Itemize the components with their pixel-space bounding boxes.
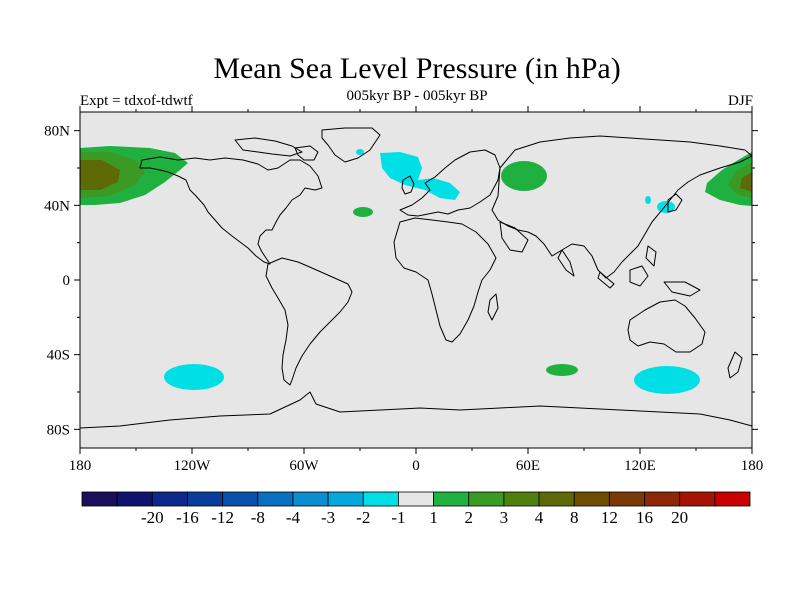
- colorbar-label: -20: [141, 508, 164, 527]
- season-label: DJF: [727, 93, 753, 109]
- colorbar-swatch: [503, 491, 540, 507]
- positive-anomaly-atlantic: [353, 207, 373, 217]
- negative-anomaly-east-asia-small: [645, 196, 651, 204]
- negative-anomaly-north-atlantic: [380, 152, 460, 200]
- negative-anomaly-greenland: [356, 149, 364, 155]
- colorbar-label: 3: [500, 508, 509, 527]
- coastline-north-america: [139, 156, 323, 265]
- colorbar-swatch: [257, 491, 294, 507]
- negative-anomaly-south-of-australia: [634, 366, 700, 394]
- colorbar-label: -1: [391, 508, 405, 527]
- colorbar-label: 2: [464, 508, 473, 527]
- anomaly-shading: [80, 146, 752, 394]
- positive-anomaly-south-indian: [546, 364, 578, 376]
- experiment-label: Expt = tdxof-tdwtf: [80, 93, 193, 109]
- coastline-africa: [393, 217, 497, 343]
- colorbar-swatch: [187, 491, 224, 507]
- coastline-british-isles: [401, 175, 415, 195]
- lat-tick-label: 80S: [47, 422, 70, 438]
- colorbar-swatch: [608, 491, 645, 507]
- colorbar-label: 16: [636, 508, 653, 527]
- colorbar-swatch: [468, 491, 505, 507]
- colorbar-swatch: [116, 491, 153, 507]
- colorbar-label: 1: [429, 508, 438, 527]
- coastline-canadian-arctic-islands: [234, 137, 303, 157]
- longitude-axis: 180 120W 60W 0 60E 120E 180: [69, 106, 764, 474]
- colorbar-swatch: [81, 491, 118, 507]
- colorbar-label: -12: [211, 508, 234, 527]
- colorbar: -20 -16 -12 -8 -4 -3 -2 -1 1 2 3 4 8 12 16 20: [81, 491, 751, 527]
- coastline-antarctica: [79, 391, 753, 429]
- coastline-south-america: [265, 257, 353, 386]
- colorbar-swatch: [292, 491, 329, 507]
- positive-anomaly-north-pacific-east-max: [740, 172, 752, 192]
- colorbar-label: 20: [671, 508, 688, 527]
- coastline-new-zealand: [727, 351, 743, 379]
- chart-subtitle: 005kyr BP - 005kyr BP: [346, 88, 488, 104]
- colorbar-swatch: [538, 491, 575, 507]
- colorbar-label: -3: [321, 508, 335, 527]
- lat-tick-label: 40N: [44, 198, 70, 214]
- lon-tick-label: 60W: [289, 458, 319, 474]
- colorbar-label: 12: [601, 508, 618, 527]
- colorbar-swatch: [151, 491, 188, 507]
- colorbar-swatch: [644, 491, 681, 507]
- colorbar-swatch: [714, 491, 751, 507]
- colorbar-swatch: [433, 491, 470, 507]
- lat-tick-label: 0: [63, 273, 71, 289]
- colorbar-swatch: [573, 491, 610, 507]
- lon-tick-label: 60E: [516, 458, 540, 474]
- colorbar-label: 4: [535, 508, 544, 527]
- lon-tick-label: 180: [741, 458, 764, 474]
- positive-anomaly-central-asia: [501, 161, 547, 191]
- lon-tick-label: 180: [69, 458, 92, 474]
- positive-anomaly-north-pacific-west-max: [80, 160, 120, 190]
- negative-anomaly-south-pacific: [164, 364, 224, 390]
- coastline-madagascar: [487, 293, 499, 321]
- coastline-asia: [491, 135, 753, 279]
- coastline-philippines: [645, 245, 657, 267]
- colorbar-label: -4: [286, 508, 301, 527]
- colorbar-swatch: [327, 491, 364, 507]
- coastline-new-guinea: [663, 281, 701, 297]
- colorbar-swatch: [398, 491, 434, 507]
- coastline-borneo: [629, 265, 649, 287]
- lon-tick-label: 0: [412, 458, 420, 474]
- chart-title: Mean Sea Level Pressure (in hPa): [213, 52, 621, 85]
- coastline-baffin-island: [294, 145, 319, 161]
- coastline-arabia: [499, 221, 529, 253]
- coastline-india: [557, 249, 575, 277]
- colorbar-swatch: [222, 491, 259, 507]
- lon-tick-label: 120W: [174, 458, 212, 474]
- coastline-japan: [667, 193, 683, 213]
- colorbar-label: -8: [251, 508, 265, 527]
- lat-tick-label: 80N: [44, 124, 70, 140]
- latitude-axis: 80N 40N 0 40S 80S: [44, 124, 758, 438]
- lat-tick-label: 40S: [47, 348, 70, 364]
- colorbar-label: -16: [176, 508, 199, 527]
- coastline-greenland: [321, 127, 381, 163]
- coastline-sumatra: [597, 271, 615, 289]
- lon-tick-label: 120E: [624, 458, 656, 474]
- coastline-australia: [627, 299, 706, 353]
- colorbar-label: 8: [570, 508, 579, 527]
- colorbar-label: -2: [356, 508, 370, 527]
- colorbar-swatch: [362, 491, 399, 507]
- colorbar-swatch: [679, 491, 716, 507]
- coastlines: [79, 127, 753, 429]
